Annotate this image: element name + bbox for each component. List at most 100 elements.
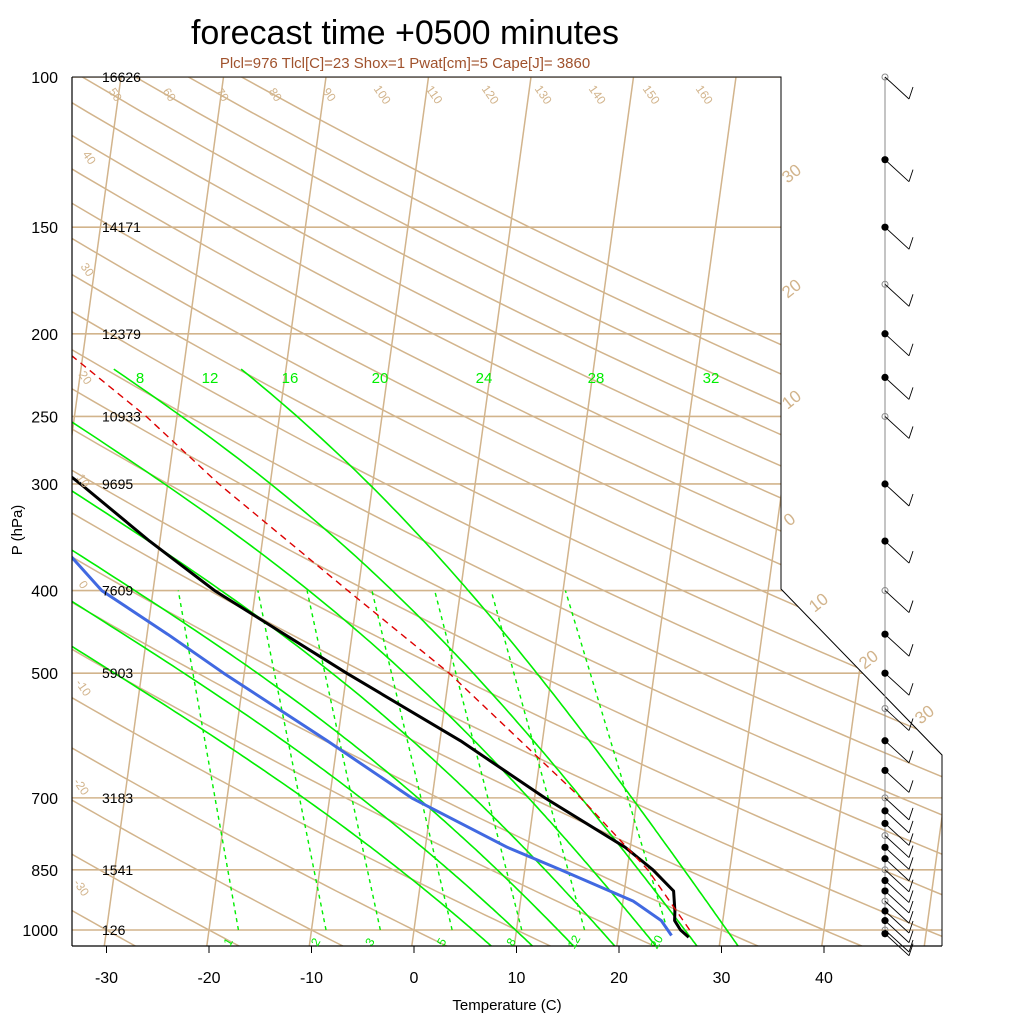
dry-adiabat-label: 10: [74, 471, 93, 490]
wind-level-ring: [881, 587, 889, 595]
wind-barb-shaft: [884, 880, 910, 903]
dry-adiabat-line: [135, 77, 942, 946]
wind-barb-flag: [908, 294, 914, 307]
wind-barb-flag: [908, 550, 914, 564]
dry-adiabat-label: 50: [106, 85, 125, 104]
moist-adiabat-label: 12: [202, 370, 219, 387]
wind-barb-flag: [908, 910, 914, 924]
wind-barb-flag: [908, 920, 914, 934]
height-label: 126: [102, 922, 126, 938]
dry-adiabat-line: [72, 77, 660, 946]
isotherm-line: [205, 77, 330, 946]
dry-adiabat-label: -10: [73, 677, 95, 700]
wind-barb-shaft: [884, 633, 910, 657]
pressure-tick-label: 1000: [22, 923, 58, 940]
isotherm-label: 30: [911, 701, 938, 728]
dry-adiabat-label: 60: [160, 85, 179, 104]
moist-adiabat-line: [240, 368, 741, 946]
height-label: 7609: [102, 583, 133, 599]
wind-barb-shaft: [884, 869, 910, 893]
wind-barb-flag: [908, 900, 914, 914]
wind-barb-shaft: [884, 858, 910, 882]
dry-adiabat-label: 100: [371, 82, 394, 107]
isotherm-label: 10: [805, 589, 832, 616]
dry-adiabat-label: 120: [479, 82, 502, 107]
wind-barb-shaft: [884, 740, 910, 764]
dry-adiabat-label: 150: [640, 82, 663, 107]
mixing-ratio-line: [434, 590, 523, 931]
wind-barb-shaft: [884, 810, 910, 834]
wind-barb-shaft: [884, 540, 910, 564]
mixing-ratio-line: [177, 590, 240, 931]
wind-barb-shaft: [884, 835, 910, 858]
wind-level-ring: [881, 280, 889, 288]
wind-level-ring: [881, 794, 889, 802]
pressure-tick-label: 500: [31, 666, 58, 683]
dry-adiabat-label: 80: [266, 85, 285, 104]
wind-barb-flag: [908, 426, 914, 439]
wind-barb-flag: [908, 169, 914, 182]
wind-barb-shaft: [884, 933, 910, 957]
isotherm-label: 20: [855, 646, 882, 673]
dry-adiabat-line: [72, 77, 942, 946]
mixing-ratio-line: [306, 590, 382, 931]
moist-adiabat-line: [113, 368, 700, 946]
wind-barb-flag: [908, 750, 914, 763]
isotherm-line: [103, 77, 227, 946]
wind-barb-shaft: [884, 708, 910, 731]
moist-adiabat-label: 20: [372, 370, 389, 387]
isotherm-label: 30: [778, 160, 805, 187]
temperature-tick-label: 20: [610, 970, 628, 987]
temperature-tick-label: -10: [300, 970, 323, 987]
height-label: 10933: [102, 408, 141, 424]
wind-barb-shaft: [884, 900, 910, 924]
wind-barb-shaft: [884, 483, 910, 507]
temperature-tick-label: 10: [508, 970, 526, 987]
wind-barb-flag: [908, 86, 914, 100]
wind-barb-shaft: [884, 377, 910, 400]
dry-adiabat-line: [72, 77, 942, 946]
dry-adiabat-line: [72, 77, 764, 946]
dry-adiabat-line: [72, 77, 942, 946]
height-label: 14171: [102, 219, 141, 235]
wind-barb-shaft: [884, 929, 910, 953]
isotherm-line: [923, 77, 942, 946]
isotherm-line: [513, 77, 637, 946]
x-axis-label: Temperature (C): [452, 997, 561, 1014]
isotherm-line: [718, 77, 842, 946]
mixing-ratio-line: [490, 590, 586, 931]
dry-adiabat-line: [72, 77, 942, 946]
wind-barb-shaft: [884, 672, 910, 696]
wind-barb-shaft: [884, 910, 910, 934]
wind-barb-shaft: [884, 920, 910, 943]
pressure-tick-label: 400: [31, 584, 58, 601]
isotherm-label: 10: [778, 386, 805, 413]
wind-barb-shaft: [884, 159, 910, 182]
wind-barb-shaft: [884, 890, 910, 914]
wind-level-ring: [881, 412, 889, 420]
dry-adiabat-line: [72, 77, 942, 946]
wind-barb-flag: [908, 890, 914, 903]
temperature-tick-label: 40: [815, 970, 833, 987]
wind-barb-shaft: [884, 823, 910, 846]
height-label: 3183: [102, 790, 133, 806]
pressure-tick-label: 150: [31, 220, 58, 237]
wind-barb-flag: [908, 943, 914, 956]
dry-adiabat-label: 0: [76, 578, 91, 592]
wind-barb-flag: [908, 780, 914, 793]
plot-border: [72, 76, 943, 946]
profile-lines: [72, 77, 691, 939]
dry-adiabat-label: 40: [80, 148, 99, 167]
wind-barb-flag: [908, 845, 914, 858]
isotherm-line: [410, 77, 535, 946]
dry-adiabat-line: [72, 77, 942, 946]
moist-adiabat-line: [72, 368, 536, 946]
moist-adiabat-line: [72, 368, 659, 946]
mixing-ratio-label: 12: [565, 932, 584, 951]
axes: 1001502002503004005007008501000166261417…: [9, 69, 833, 1014]
wind-barb-flag: [908, 683, 914, 696]
wind-barb-flag: [908, 857, 914, 870]
temperature-tick-label: 0: [410, 970, 419, 987]
